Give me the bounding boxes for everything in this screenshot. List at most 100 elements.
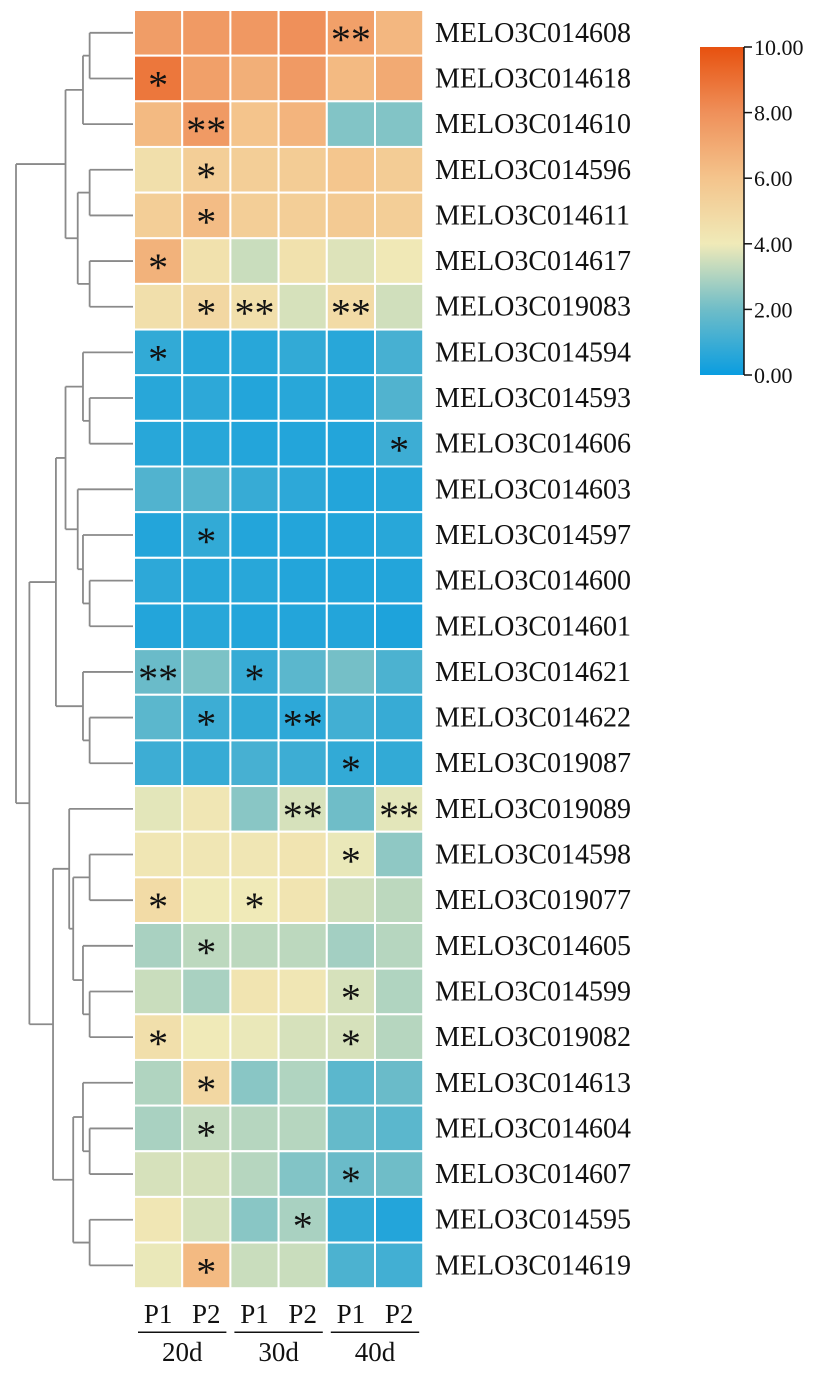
heatmap-cell bbox=[325, 922, 376, 970]
heatmap-cell bbox=[325, 1195, 376, 1244]
significance-marker: * bbox=[196, 519, 216, 564]
group-label: 40d bbox=[355, 1337, 396, 1367]
heatmap-cell bbox=[133, 602, 184, 651]
heatmap-cell bbox=[133, 9, 184, 57]
heatmap-cell bbox=[229, 693, 280, 742]
heatmap-cell bbox=[374, 693, 425, 742]
row-label: MELO3C014599 bbox=[435, 976, 631, 1007]
heatmap-cell bbox=[229, 237, 280, 285]
heatmap-cell bbox=[181, 9, 232, 57]
heatmap-cell bbox=[374, 876, 425, 924]
row-label: MELO3C014597 bbox=[435, 520, 631, 551]
heatmap-cell bbox=[133, 830, 184, 879]
heatmap-cell bbox=[325, 419, 376, 468]
significance-marker: ** bbox=[283, 702, 323, 747]
column-label: P1 bbox=[240, 1299, 269, 1329]
heatmap-cell bbox=[133, 282, 184, 331]
heatmap-cell bbox=[229, 191, 280, 240]
heatmap-cell bbox=[229, 785, 280, 833]
heatmap-cell bbox=[325, 145, 376, 194]
heatmap-cell bbox=[133, 237, 184, 285]
group-label: 30d bbox=[258, 1337, 299, 1367]
heatmap-cell bbox=[133, 100, 184, 148]
heatmap-cell bbox=[133, 419, 184, 468]
heatmap-cell bbox=[325, 100, 376, 148]
heatmap-cell bbox=[374, 54, 425, 103]
heatmap-cell bbox=[229, 1241, 280, 1290]
heatmap-cell bbox=[325, 1058, 376, 1107]
row-label: MELO3C014617 bbox=[435, 246, 631, 277]
heatmap-cell bbox=[374, 1013, 425, 1061]
heatmap-cell bbox=[181, 465, 232, 514]
heatmap-cell bbox=[229, 922, 280, 970]
heatmap-cell bbox=[277, 100, 328, 148]
significance-marker: * bbox=[196, 1067, 216, 1112]
significance-marker: * bbox=[293, 1204, 313, 1249]
column-label: P1 bbox=[144, 1299, 173, 1329]
heatmap-cell bbox=[229, 1195, 280, 1244]
heatmap-cell bbox=[325, 328, 376, 377]
heatmap-cell bbox=[325, 1104, 376, 1153]
heatmap-cell bbox=[229, 967, 280, 1016]
heatmap-cell bbox=[374, 739, 425, 788]
row-label: MELO3C014608 bbox=[435, 18, 631, 49]
heatmap-cell bbox=[325, 602, 376, 651]
heatmap-cell bbox=[229, 282, 280, 331]
significance-marker: * bbox=[196, 1249, 216, 1294]
heatmap-cell bbox=[277, 374, 328, 422]
heatmap-cell bbox=[374, 511, 425, 559]
heatmap-cell bbox=[181, 739, 232, 788]
heatmap-cell bbox=[181, 328, 232, 377]
heatmap-cell bbox=[374, 100, 425, 148]
heatmap-cell bbox=[229, 145, 280, 194]
heatmap-cell bbox=[277, 511, 328, 559]
significance-marker: * bbox=[245, 656, 265, 701]
heatmap-cell bbox=[374, 145, 425, 194]
heatmap-cell bbox=[133, 556, 184, 605]
heatmap-cell bbox=[229, 1150, 280, 1198]
heatmap-cell bbox=[181, 1013, 232, 1061]
heatmap-cell bbox=[133, 145, 184, 194]
heatmap-cell bbox=[133, 465, 184, 514]
heatmap-cell bbox=[325, 1013, 376, 1061]
legend-tick-label: 8.00 bbox=[754, 101, 793, 126]
heatmap-cell bbox=[325, 693, 376, 742]
row-label: MELO3C014605 bbox=[435, 931, 631, 962]
heatmap-cell bbox=[277, 876, 328, 924]
heatmap-cell bbox=[229, 511, 280, 559]
heatmap-cell bbox=[374, 1195, 425, 1244]
row-dendrogram bbox=[15, 31, 134, 1267]
row-label: MELO3C014622 bbox=[435, 703, 631, 734]
heatmap-cell bbox=[374, 830, 425, 879]
heatmap-cell bbox=[325, 876, 376, 924]
heatmap-cell bbox=[181, 282, 232, 331]
heatmap-cell bbox=[325, 465, 376, 514]
heatmap-cell bbox=[277, 54, 328, 103]
heatmap-cell bbox=[181, 830, 232, 879]
significance-marker: ** bbox=[235, 291, 275, 336]
legend-tick-label: 2.00 bbox=[754, 297, 793, 322]
heatmap-cell bbox=[277, 1150, 328, 1198]
color-legend: 10.00 8.00 6.00 4.00 2.00 0.00 bbox=[700, 35, 804, 388]
heatmap-cell bbox=[325, 191, 376, 240]
heatmap-cell bbox=[229, 100, 280, 148]
significance-marker: * bbox=[389, 428, 409, 473]
heatmap-cell bbox=[325, 511, 376, 559]
heatmap-cell bbox=[229, 328, 280, 377]
heatmap-cell bbox=[374, 1241, 425, 1290]
heatmap-cell bbox=[229, 556, 280, 605]
heatmap-cell bbox=[374, 648, 425, 696]
heatmap-cell bbox=[374, 282, 425, 331]
significance-marker: ** bbox=[283, 793, 323, 838]
heatmap-cell bbox=[277, 1104, 328, 1153]
heatmap-cell bbox=[277, 191, 328, 240]
heatmap-cell bbox=[133, 374, 184, 422]
row-label: MELO3C019082 bbox=[435, 1022, 631, 1053]
significance-marker: * bbox=[341, 1021, 361, 1066]
heatmap-cell bbox=[181, 1150, 232, 1198]
heatmap-cell bbox=[277, 1241, 328, 1290]
row-label: MELO3C014610 bbox=[435, 109, 631, 140]
significance-marker: * bbox=[196, 930, 216, 975]
legend-tick-label: 6.00 bbox=[754, 166, 793, 191]
